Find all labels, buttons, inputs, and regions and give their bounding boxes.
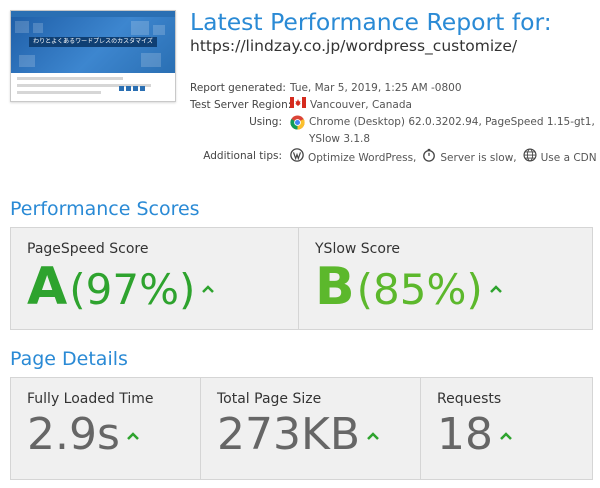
yslow-score-label: YSlow Score [315, 241, 401, 257]
tip-server-slow[interactable]: Server is slow, [422, 148, 517, 168]
pagespeed-score-label: PageSpeed Score [27, 241, 149, 257]
using-line-2: YSlow 3.1.8 [309, 133, 371, 145]
using-label: Using: [249, 116, 282, 128]
region-value: Vancouver, Canada [310, 99, 412, 111]
page-details-heading: Page Details [10, 348, 128, 370]
tip-use-cdn[interactable]: Use a CDN [523, 148, 597, 168]
total-page-size-cell: Total Page Size 273KB [201, 378, 421, 479]
pagespeed-percent: (97%) [69, 265, 196, 314]
generated-label: Report generated: [190, 82, 286, 94]
requests-cell: Requests 18 [421, 378, 592, 479]
report-title: Latest Performance Report for: [190, 8, 552, 36]
generated-value: Tue, Mar 5, 2019, 1:25 AM -0800 [290, 82, 462, 94]
requests-value: 18 [437, 409, 493, 460]
fully-loaded-cell: Fully Loaded Time 2.9s [11, 378, 201, 479]
pagespeed-score-cell: PageSpeed Score A (97%) [11, 228, 299, 329]
using-line-1: Chrome (Desktop) 62.0.3202.94, PageSpeed… [309, 116, 595, 128]
trend-up-arrow-icon [489, 279, 503, 298]
canada-flag-icon [290, 97, 306, 114]
page-details-panel: Fully Loaded Time 2.9s Total Page Size 2… [10, 377, 593, 480]
fully-loaded-value: 2.9s [27, 409, 120, 460]
trend-up-arrow-icon [499, 426, 513, 445]
wordpress-icon [290, 148, 304, 168]
requests-label: Requests [437, 391, 502, 407]
site-screenshot-thumbnail[interactable]: わりとよくあるワードプレスのカスタマイズ [10, 10, 176, 102]
thumbnail-topbar [11, 11, 175, 17]
trend-up-arrow-icon [366, 426, 380, 445]
tip-use-cdn-label: Use a CDN [540, 151, 597, 164]
thumbnail-hero: わりとよくあるワードプレスのカスタマイズ [11, 17, 175, 73]
total-page-size-label: Total Page Size [217, 391, 322, 407]
pagespeed-grade: A [27, 257, 68, 317]
performance-scores-panel: PageSpeed Score A (97%) YSlow Score B (8… [10, 227, 593, 330]
thumbnail-hero-text: わりとよくあるワードプレスのカスタマイズ [33, 38, 153, 45]
yslow-score-cell: YSlow Score B (85%) [299, 228, 592, 329]
stopwatch-icon [422, 148, 436, 168]
report-meta: Report generated: Tue, Mar 5, 2019, 1:25… [190, 80, 600, 168]
tip-optimize-wordpress-label: Optimize WordPress, [308, 151, 417, 164]
tips-label: Additional tips: [203, 150, 282, 162]
thumbnail-share-icons [117, 76, 145, 95]
report-url[interactable]: https://lindzay.co.jp/wordpress_customiz… [190, 37, 518, 55]
yslow-percent: (85%) [356, 265, 483, 314]
performance-scores-heading: Performance Scores [10, 198, 200, 220]
tip-server-slow-label: Server is slow, [440, 151, 517, 164]
globe-icon [523, 148, 537, 168]
total-page-size-value: 273KB [217, 409, 361, 460]
region-label: Test Server Region: [190, 99, 292, 111]
trend-up-arrow-icon [126, 426, 140, 445]
yslow-grade: B [315, 257, 355, 317]
chrome-icon [290, 115, 305, 136]
trend-up-arrow-icon [201, 279, 215, 298]
tip-optimize-wordpress[interactable]: Optimize WordPress, [290, 148, 416, 168]
fully-loaded-label: Fully Loaded Time [27, 391, 154, 407]
